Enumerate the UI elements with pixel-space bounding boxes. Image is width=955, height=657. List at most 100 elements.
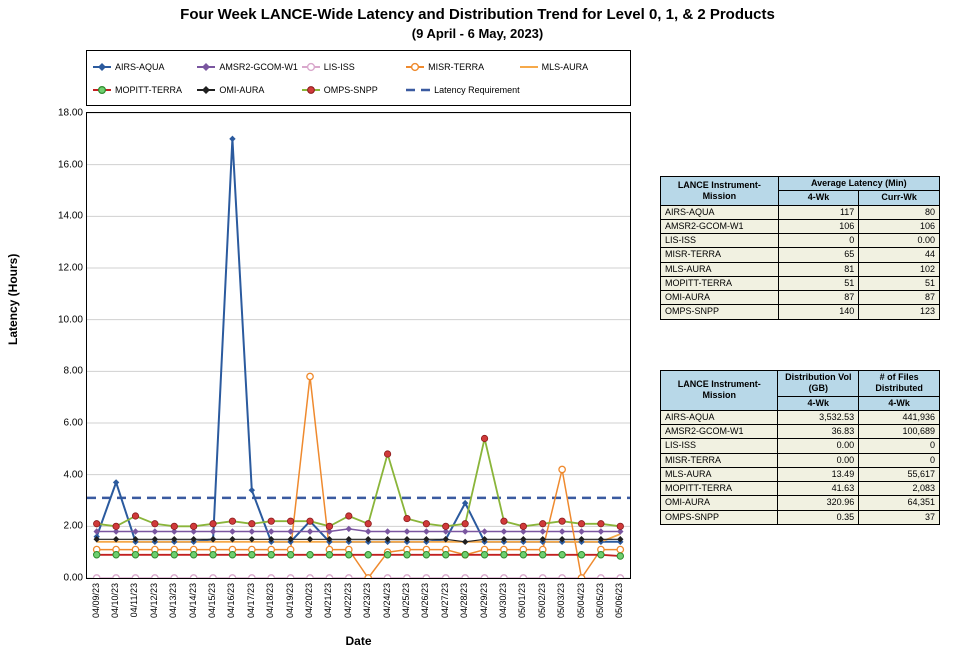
y-tick: 12.00	[58, 263, 83, 274]
x-tick: 04/17/23	[246, 583, 256, 618]
x-tick: 04/19/23	[285, 583, 295, 618]
table-header: Distribution Vol (GB)	[778, 371, 859, 397]
table-cell: 0.00	[778, 439, 859, 453]
table-cell: AMSR2-GCOM-W1	[661, 425, 778, 439]
table-cell: OMPS-SNPP	[661, 305, 779, 319]
chart-stage: Four Week LANCE-Wide Latency and Distrib…	[0, 0, 955, 657]
table-row: MISR-TERRA0.000	[661, 453, 940, 467]
legend-item-airs: AIRS-AQUA	[93, 61, 197, 73]
table-cell: OMI-AURA	[661, 291, 779, 305]
table-header: Average Latency (Min)	[778, 177, 939, 191]
table-cell: 37	[859, 510, 940, 524]
table-cell: 51	[859, 276, 940, 290]
table-row: AIRS-AQUA3,532.53441,936	[661, 410, 940, 424]
table-subheader: 4-Wk	[778, 396, 859, 410]
table-header: LANCE Instrument-Mission	[661, 177, 779, 206]
y-tick: 6.00	[64, 418, 83, 429]
table-row: MLS-AURA81102	[661, 262, 940, 276]
x-tick: 05/06/23	[614, 583, 624, 618]
table-cell: 123	[859, 305, 940, 319]
table-cell: 102	[859, 262, 940, 276]
table-row: MLS-AURA13.4955,617	[661, 467, 940, 481]
y-tick: 0.00	[64, 573, 83, 584]
table-cell: 0	[778, 234, 859, 248]
x-tick: 04/09/23	[91, 583, 101, 618]
x-tick: 04/28/23	[459, 583, 469, 618]
table-row: LIS-ISS0.000	[661, 439, 940, 453]
table-subheader: 4-Wk	[859, 396, 940, 410]
table-cell: 0.00	[778, 453, 859, 467]
table-cell: 87	[778, 291, 859, 305]
table-cell: MISR-TERRA	[661, 453, 778, 467]
table-cell: 0	[859, 453, 940, 467]
x-tick: 04/26/23	[420, 583, 430, 618]
table-cell: MLS-AURA	[661, 262, 779, 276]
table-cell: 81	[778, 262, 859, 276]
legend-item-latency-req: Latency Requirement	[406, 84, 520, 96]
x-tick: 04/15/23	[207, 583, 217, 618]
table-cell: 140	[778, 305, 859, 319]
table-row: AMSR2-GCOM-W136.83100,689	[661, 425, 940, 439]
table-cell: 0	[859, 439, 940, 453]
table-cell: MOPITT-TERRA	[661, 482, 778, 496]
legend-item-omps: OMPS-SNPP	[302, 84, 406, 96]
table-subheader: 4-Wk	[778, 191, 859, 205]
table-row: AMSR2-GCOM-W1106106	[661, 219, 940, 233]
x-tick: 04/20/23	[304, 583, 314, 618]
x-tick: 04/29/23	[479, 583, 489, 618]
x-tick: 04/11/23	[129, 583, 139, 617]
table-cell: MLS-AURA	[661, 467, 778, 481]
table-cell: MOPITT-TERRA	[661, 276, 779, 290]
table-cell: 117	[778, 205, 859, 219]
table-cell: 106	[778, 219, 859, 233]
chart-svg	[87, 113, 630, 578]
y-tick: 4.00	[64, 469, 83, 480]
x-tick: 04/30/23	[498, 583, 508, 618]
chart-title: Four Week LANCE-Wide Latency and Distrib…	[0, 6, 955, 23]
x-tick: 04/16/23	[226, 583, 236, 618]
legend-item-lis: LIS-ISS	[302, 61, 406, 73]
legend-item-omi: OMI-AURA	[197, 84, 301, 96]
table-cell: 3,532.53	[778, 410, 859, 424]
x-tick: 05/04/23	[576, 583, 586, 618]
x-axis-ticks: 04/09/2304/10/2304/11/2304/12/2304/13/23…	[86, 583, 631, 641]
table-cell: 441,936	[859, 410, 940, 424]
table-cell: LIS-ISS	[661, 439, 778, 453]
chart-legend: AIRS-AQUAAMSR2-GCOM-W1LIS-ISSMISR-TERRAM…	[86, 50, 631, 106]
table-row: AIRS-AQUA11780	[661, 205, 940, 219]
table-cell: LIS-ISS	[661, 234, 779, 248]
legend-item-mopitt: MOPITT-TERRA	[93, 84, 197, 96]
table-cell: 100,689	[859, 425, 940, 439]
x-tick: 05/02/23	[537, 583, 547, 618]
x-tick: 04/27/23	[440, 583, 450, 618]
table-cell: 0.35	[778, 510, 859, 524]
table-row: MOPITT-TERRA5151	[661, 276, 940, 290]
table-cell: 2,083	[859, 482, 940, 496]
table-cell: 0.00	[859, 234, 940, 248]
x-tick: 05/01/23	[517, 583, 527, 618]
table-cell: 80	[859, 205, 940, 219]
x-tick: 04/23/23	[362, 583, 372, 618]
chart-subtitle: (9 April - 6 May, 2023)	[0, 26, 955, 41]
table-row: OMPS-SNPP0.3537	[661, 510, 940, 524]
x-tick: 04/13/23	[168, 583, 178, 618]
x-tick: 04/10/23	[110, 583, 120, 618]
y-tick: 2.00	[64, 521, 83, 532]
table-cell: 65	[778, 248, 859, 262]
x-tick: 04/14/23	[188, 583, 198, 618]
x-tick: 04/25/23	[401, 583, 411, 618]
table-cell: 44	[859, 248, 940, 262]
table-cell: OMPS-SNPP	[661, 510, 778, 524]
table-cell: AMSR2-GCOM-W1	[661, 219, 779, 233]
y-tick: 16.00	[58, 159, 83, 170]
legend-item-misr: MISR-TERRA	[406, 61, 520, 73]
legend-item-mls: MLS-AURA	[520, 61, 624, 73]
distribution-table: LANCE Instrument-Mission Distribution Vo…	[660, 370, 940, 525]
table-cell: 55,617	[859, 467, 940, 481]
table-row: LIS-ISS00.00	[661, 234, 940, 248]
table-cell: AIRS-AQUA	[661, 205, 779, 219]
x-axis-label: Date	[86, 634, 631, 648]
table-header: LANCE Instrument-Mission	[661, 371, 778, 411]
table-cell: 106	[859, 219, 940, 233]
chart-plot-area: 0.002.004.006.008.0010.0012.0014.0016.00…	[86, 112, 631, 579]
